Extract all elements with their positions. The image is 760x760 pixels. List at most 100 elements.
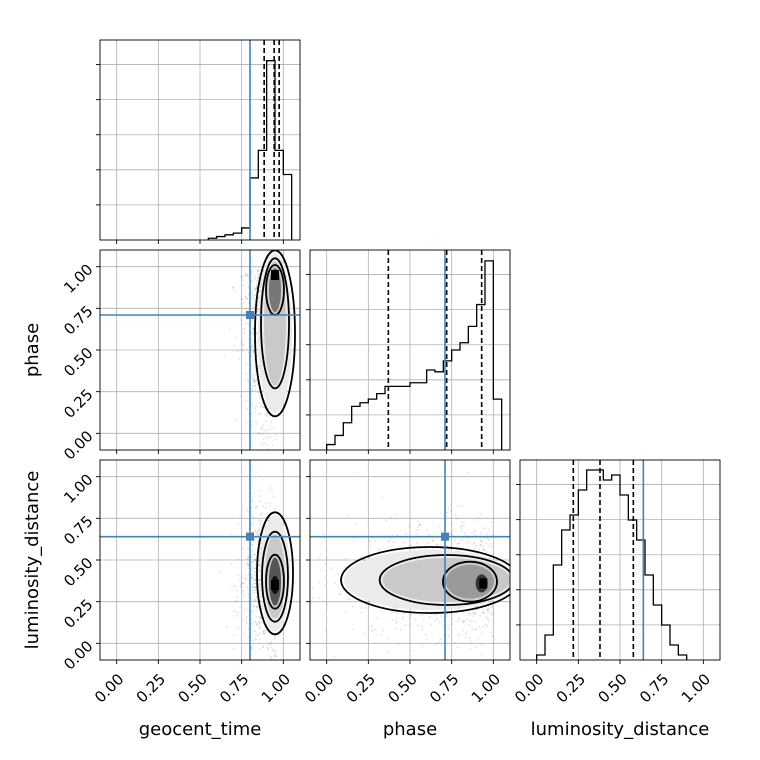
sample-point bbox=[269, 502, 272, 505]
sample-point bbox=[245, 616, 248, 619]
sample-point bbox=[254, 589, 256, 591]
contour-line bbox=[261, 530, 289, 623]
sample-point bbox=[258, 626, 261, 629]
sample-point bbox=[333, 655, 336, 658]
sample-point bbox=[484, 623, 487, 626]
sample-point bbox=[256, 355, 259, 358]
sample-point bbox=[252, 639, 255, 642]
sample-point bbox=[262, 646, 264, 649]
sample-point bbox=[345, 557, 348, 560]
sample-point bbox=[239, 583, 242, 586]
sample-point bbox=[239, 514, 241, 517]
sample-point bbox=[301, 604, 303, 606]
sample-point bbox=[238, 357, 241, 360]
sample-point bbox=[240, 587, 243, 589]
sample-point bbox=[253, 299, 256, 302]
sample-point bbox=[254, 567, 256, 569]
sample-point bbox=[273, 637, 276, 640]
panel-border bbox=[99, 39, 301, 241]
sample-point bbox=[473, 612, 476, 615]
sample-point bbox=[255, 405, 257, 407]
sample-point bbox=[450, 660, 452, 662]
sample-point bbox=[344, 611, 347, 614]
sample-point bbox=[253, 559, 256, 561]
sample-point bbox=[272, 495, 275, 498]
sample-point bbox=[250, 599, 253, 601]
sample-point bbox=[255, 533, 258, 535]
sample-point bbox=[253, 637, 256, 640]
sample-point bbox=[422, 618, 425, 621]
sample-point bbox=[255, 605, 258, 608]
sample-point bbox=[409, 616, 411, 619]
sample-point bbox=[245, 619, 248, 622]
y-tick-label: 0.00 bbox=[60, 637, 96, 673]
sample-point bbox=[417, 520, 419, 523]
sample-point bbox=[245, 421, 248, 424]
sample-point bbox=[242, 618, 245, 621]
sample-point bbox=[256, 310, 259, 312]
sample-point bbox=[250, 556, 253, 559]
sample-point bbox=[242, 344, 245, 346]
sample-point bbox=[267, 519, 269, 521]
sample-point bbox=[262, 505, 265, 508]
sample-point bbox=[256, 606, 259, 609]
sample-point bbox=[273, 655, 276, 658]
sample-point bbox=[465, 632, 468, 635]
sample-point bbox=[370, 625, 373, 628]
sample-point bbox=[352, 537, 355, 540]
sample-point bbox=[488, 620, 491, 623]
sample-point bbox=[428, 615, 431, 618]
sample-point bbox=[257, 296, 260, 299]
sample-point bbox=[360, 611, 363, 614]
sample-point bbox=[245, 273, 247, 276]
sample-point bbox=[251, 403, 254, 406]
sample-point bbox=[255, 633, 257, 636]
sample-point bbox=[243, 311, 246, 314]
sample-point bbox=[472, 611, 474, 614]
sample-point bbox=[460, 528, 463, 530]
sample-point bbox=[244, 379, 247, 381]
sample-point bbox=[251, 576, 253, 579]
sample-point bbox=[467, 540, 470, 543]
sample-point bbox=[415, 532, 417, 535]
sample-point bbox=[425, 638, 428, 641]
sample-point bbox=[463, 620, 466, 622]
x-tick-label: 0.50 bbox=[174, 670, 210, 706]
sample-point bbox=[247, 323, 250, 326]
sample-point bbox=[436, 543, 439, 546]
sample-point bbox=[258, 590, 261, 592]
sample-point bbox=[462, 621, 465, 624]
sample-point bbox=[389, 516, 392, 519]
sample-point bbox=[255, 586, 257, 589]
y-tick-label: 1.00 bbox=[60, 260, 96, 296]
sample-point bbox=[487, 607, 490, 610]
sample-point bbox=[247, 286, 250, 288]
sample-point bbox=[253, 605, 255, 608]
sample-point bbox=[435, 613, 438, 616]
sample-point bbox=[262, 645, 264, 647]
sample-point bbox=[258, 528, 261, 531]
sample-point bbox=[426, 541, 429, 544]
sample-point bbox=[333, 582, 336, 585]
sample-point bbox=[440, 531, 443, 533]
sample-point bbox=[457, 542, 460, 544]
sample-point bbox=[262, 406, 265, 409]
sample-point bbox=[246, 273, 249, 276]
sample-point bbox=[472, 616, 475, 618]
sample-point bbox=[417, 526, 420, 529]
sample-point bbox=[474, 613, 476, 616]
sample-point bbox=[252, 330, 254, 333]
sample-point bbox=[252, 343, 254, 346]
sample-point bbox=[250, 424, 253, 427]
x-axis-label-geocent_time: geocent_time bbox=[139, 719, 262, 740]
sample-point bbox=[478, 625, 481, 628]
sample-point bbox=[264, 631, 267, 634]
sample-point bbox=[254, 384, 257, 387]
sample-point bbox=[393, 607, 395, 609]
sample-point bbox=[242, 298, 244, 301]
sample-point bbox=[253, 553, 256, 556]
sample-point bbox=[450, 523, 453, 526]
sample-point bbox=[247, 636, 250, 639]
sample-point bbox=[266, 429, 269, 432]
sample-point bbox=[260, 278, 263, 281]
